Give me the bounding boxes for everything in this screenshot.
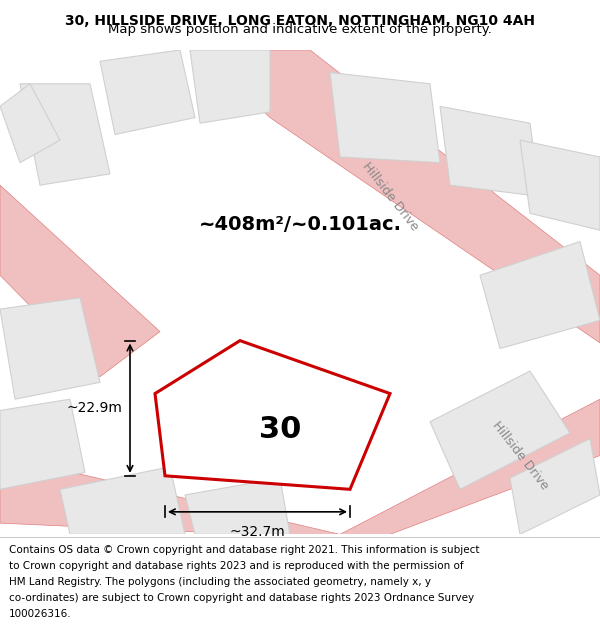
Text: ~22.9m: ~22.9m	[66, 401, 122, 415]
Polygon shape	[185, 478, 290, 534]
Polygon shape	[190, 50, 270, 123]
Text: ~32.7m: ~32.7m	[230, 526, 286, 539]
Polygon shape	[60, 467, 185, 534]
Polygon shape	[155, 341, 390, 489]
Text: 30: 30	[259, 416, 301, 444]
Polygon shape	[330, 72, 440, 162]
Polygon shape	[440, 106, 540, 196]
Text: Hillside Drive: Hillside Drive	[359, 160, 421, 233]
Text: to Crown copyright and database rights 2023 and is reproduced with the permissio: to Crown copyright and database rights 2…	[9, 561, 464, 571]
Polygon shape	[0, 185, 160, 377]
Polygon shape	[0, 456, 340, 534]
Text: 100026316.: 100026316.	[9, 609, 71, 619]
Polygon shape	[0, 84, 60, 162]
Text: ~408m²/~0.101ac.: ~408m²/~0.101ac.	[199, 215, 401, 234]
Polygon shape	[340, 399, 600, 534]
Text: 30, HILLSIDE DRIVE, LONG EATON, NOTTINGHAM, NG10 4AH: 30, HILLSIDE DRIVE, LONG EATON, NOTTINGH…	[65, 14, 535, 28]
Polygon shape	[520, 140, 600, 230]
Polygon shape	[20, 84, 110, 185]
Text: co-ordinates) are subject to Crown copyright and database rights 2023 Ordnance S: co-ordinates) are subject to Crown copyr…	[9, 593, 474, 603]
Polygon shape	[430, 371, 570, 489]
Polygon shape	[510, 439, 600, 534]
Text: Contains OS data © Crown copyright and database right 2021. This information is : Contains OS data © Crown copyright and d…	[9, 545, 479, 555]
Polygon shape	[0, 399, 85, 489]
Polygon shape	[200, 50, 600, 343]
Polygon shape	[0, 298, 100, 399]
Text: Hillside Drive: Hillside Drive	[490, 419, 551, 492]
Polygon shape	[480, 241, 600, 349]
Text: HM Land Registry. The polygons (including the associated geometry, namely x, y: HM Land Registry. The polygons (includin…	[9, 577, 431, 587]
Polygon shape	[100, 50, 195, 134]
Text: Map shows position and indicative extent of the property.: Map shows position and indicative extent…	[108, 23, 492, 36]
